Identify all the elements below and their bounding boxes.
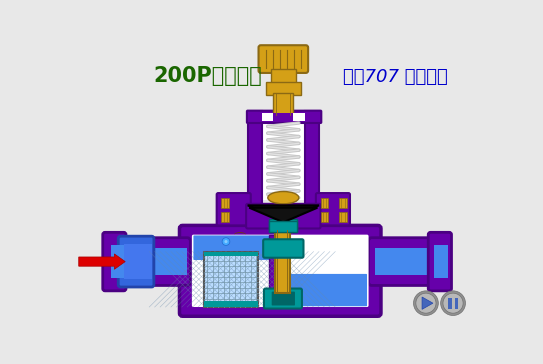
Text: 200P型减压阁: 200P型减压阁	[153, 66, 262, 86]
Circle shape	[416, 293, 436, 313]
Bar	[110, 245, 124, 278]
Bar	[339, 211, 347, 222]
Bar	[320, 211, 329, 222]
Bar	[222, 198, 229, 209]
Bar	[273, 113, 293, 121]
Bar	[273, 111, 293, 118]
Bar	[281, 236, 366, 305]
Bar	[447, 298, 451, 309]
FancyBboxPatch shape	[103, 232, 126, 291]
Bar	[305, 111, 319, 211]
FancyBboxPatch shape	[118, 236, 154, 287]
FancyBboxPatch shape	[246, 204, 320, 229]
Polygon shape	[248, 205, 319, 221]
Bar	[248, 111, 262, 211]
FancyBboxPatch shape	[280, 274, 367, 306]
Bar	[266, 82, 301, 95]
FancyBboxPatch shape	[272, 292, 295, 305]
Bar	[273, 93, 293, 115]
Bar	[271, 111, 296, 121]
FancyBboxPatch shape	[192, 235, 369, 307]
Circle shape	[441, 291, 465, 316]
Bar	[269, 219, 297, 232]
Circle shape	[414, 291, 438, 316]
FancyBboxPatch shape	[316, 193, 350, 225]
Bar	[454, 298, 458, 309]
Bar	[320, 198, 329, 209]
Text: 化巧707 剪辑制作: 化巧707 剪辑制作	[343, 68, 448, 86]
Bar	[260, 111, 307, 119]
FancyBboxPatch shape	[247, 111, 321, 123]
Circle shape	[443, 293, 463, 313]
Bar	[273, 227, 292, 232]
Bar	[271, 69, 296, 84]
Bar	[204, 252, 258, 256]
Circle shape	[222, 238, 230, 245]
Bar	[275, 230, 291, 293]
FancyBboxPatch shape	[263, 239, 304, 258]
Bar	[260, 111, 307, 200]
Bar	[222, 211, 229, 222]
Polygon shape	[249, 208, 318, 222]
FancyBboxPatch shape	[117, 238, 191, 285]
Polygon shape	[422, 297, 433, 309]
Bar	[434, 245, 447, 278]
Bar	[339, 198, 347, 209]
Circle shape	[224, 240, 228, 243]
Bar	[269, 235, 281, 308]
Bar	[124, 244, 151, 279]
FancyBboxPatch shape	[369, 238, 437, 285]
FancyBboxPatch shape	[428, 232, 451, 291]
FancyArrow shape	[79, 254, 125, 269]
Bar	[124, 248, 187, 276]
Bar	[204, 301, 258, 307]
Bar	[375, 248, 434, 276]
Ellipse shape	[268, 191, 299, 204]
Text: ⁀: ⁀	[235, 235, 245, 248]
FancyBboxPatch shape	[258, 45, 308, 73]
Bar	[269, 221, 297, 232]
FancyBboxPatch shape	[180, 225, 381, 316]
FancyBboxPatch shape	[193, 236, 269, 260]
FancyBboxPatch shape	[217, 193, 251, 225]
Bar	[262, 113, 305, 121]
Bar	[204, 252, 258, 307]
FancyBboxPatch shape	[264, 289, 302, 309]
